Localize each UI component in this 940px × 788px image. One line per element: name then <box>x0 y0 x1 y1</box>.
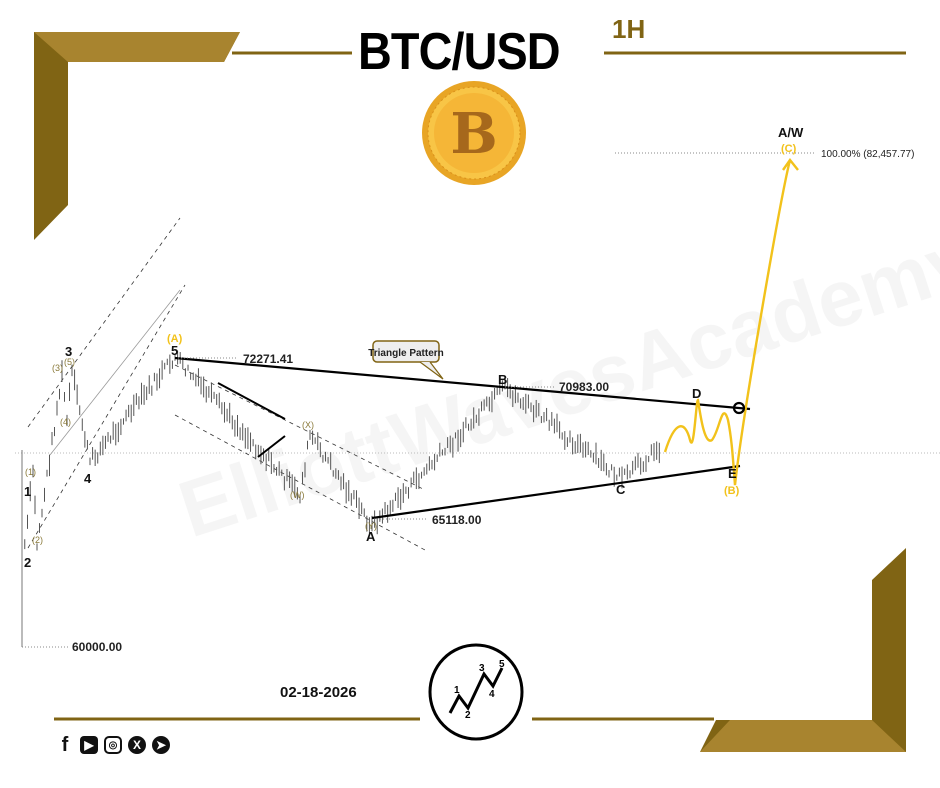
level-label-b: 70983.00 <box>559 380 609 394</box>
x-icon[interactable]: X <box>128 736 146 754</box>
level-label-low: 60000.00 <box>72 640 122 654</box>
wave-label-sub3: (3) <box>52 363 63 373</box>
social-links: f ▶ ◎ X ➤ <box>56 733 170 756</box>
watermark: ElliottWavesAcademy <box>169 213 940 554</box>
page-title: BTC/USD <box>358 23 561 81</box>
level-leaders <box>22 152 815 648</box>
instagram-icon[interactable]: ◎ <box>104 736 122 754</box>
frame-corner-top-bevel <box>34 32 240 62</box>
price-bars <box>21 350 660 583</box>
projection-path <box>663 159 792 486</box>
youtube-icon[interactable]: ▶ <box>80 736 98 754</box>
trend-channels <box>27 217 426 551</box>
wave-label-aw: A/W <box>778 125 804 140</box>
svg-text:2: 2 <box>465 710 471 721</box>
level-label-high: 72271.41 <box>243 352 293 366</box>
wave-label-sub5: (5) <box>64 357 75 367</box>
projection-arrowhead <box>782 157 799 171</box>
wave-label-w: (W) <box>290 490 305 500</box>
wave-label-c: C <box>616 482 626 497</box>
small-triangle-lower <box>257 435 286 458</box>
wave-label-x: (X) <box>302 420 314 430</box>
target-label: 100.00% (82,457.77) <box>821 149 914 160</box>
wave-label-1: 1 <box>24 484 31 499</box>
level-label-a: 65118.00 <box>432 513 482 527</box>
frame-corner-bottom-bevel <box>700 720 906 752</box>
wave-label-b: B <box>498 372 507 387</box>
wave-label-big-a: (A) <box>167 333 183 345</box>
frame-corner-top-left <box>34 32 240 240</box>
facebook-icon[interactable]: f <box>61 733 69 756</box>
wave-label-sub2: (2) <box>32 535 43 545</box>
wave-label-e: E <box>728 466 737 481</box>
svg-text:4: 4 <box>489 689 495 700</box>
bitcoin-coin-icon: B <box>422 81 526 185</box>
small-triangle-upper <box>217 382 286 420</box>
chart-date: 02-18-2026 <box>280 684 357 701</box>
svg-text:3: 3 <box>479 663 485 674</box>
wave-label-3: 3 <box>65 344 72 359</box>
wave-label-4: 4 <box>84 471 92 486</box>
triangle-lower-line <box>371 464 741 520</box>
wave-label-sub4: (4) <box>60 417 71 427</box>
wave-label-big-c: (C) <box>781 143 797 155</box>
triangle-callout: Triangle Pattern <box>368 340 444 380</box>
wave-label-big-b: (B) <box>724 485 740 497</box>
timeframe-badge: 1H <box>612 14 646 44</box>
breakout-circle <box>732 401 746 415</box>
svg-text:5: 5 <box>499 659 505 670</box>
wave-label-5: 5 <box>171 343 178 358</box>
wave-label-y: (Y) <box>365 521 377 531</box>
elliott-wave-logo: 1 2 3 4 5 <box>428 643 524 741</box>
svg-text:B: B <box>450 101 497 167</box>
wave-label-d: D <box>692 386 701 401</box>
wave-label-sub1: (1) <box>25 467 36 477</box>
callout-text: Triangle Pattern <box>368 348 444 359</box>
channel-midline <box>49 289 181 456</box>
wave-label-a: A <box>366 529 376 544</box>
telegram-icon[interactable]: ➤ <box>152 736 170 754</box>
triangle-upper-line <box>174 356 751 411</box>
wave-label-2: 2 <box>24 555 31 570</box>
svg-text:1: 1 <box>454 685 460 696</box>
